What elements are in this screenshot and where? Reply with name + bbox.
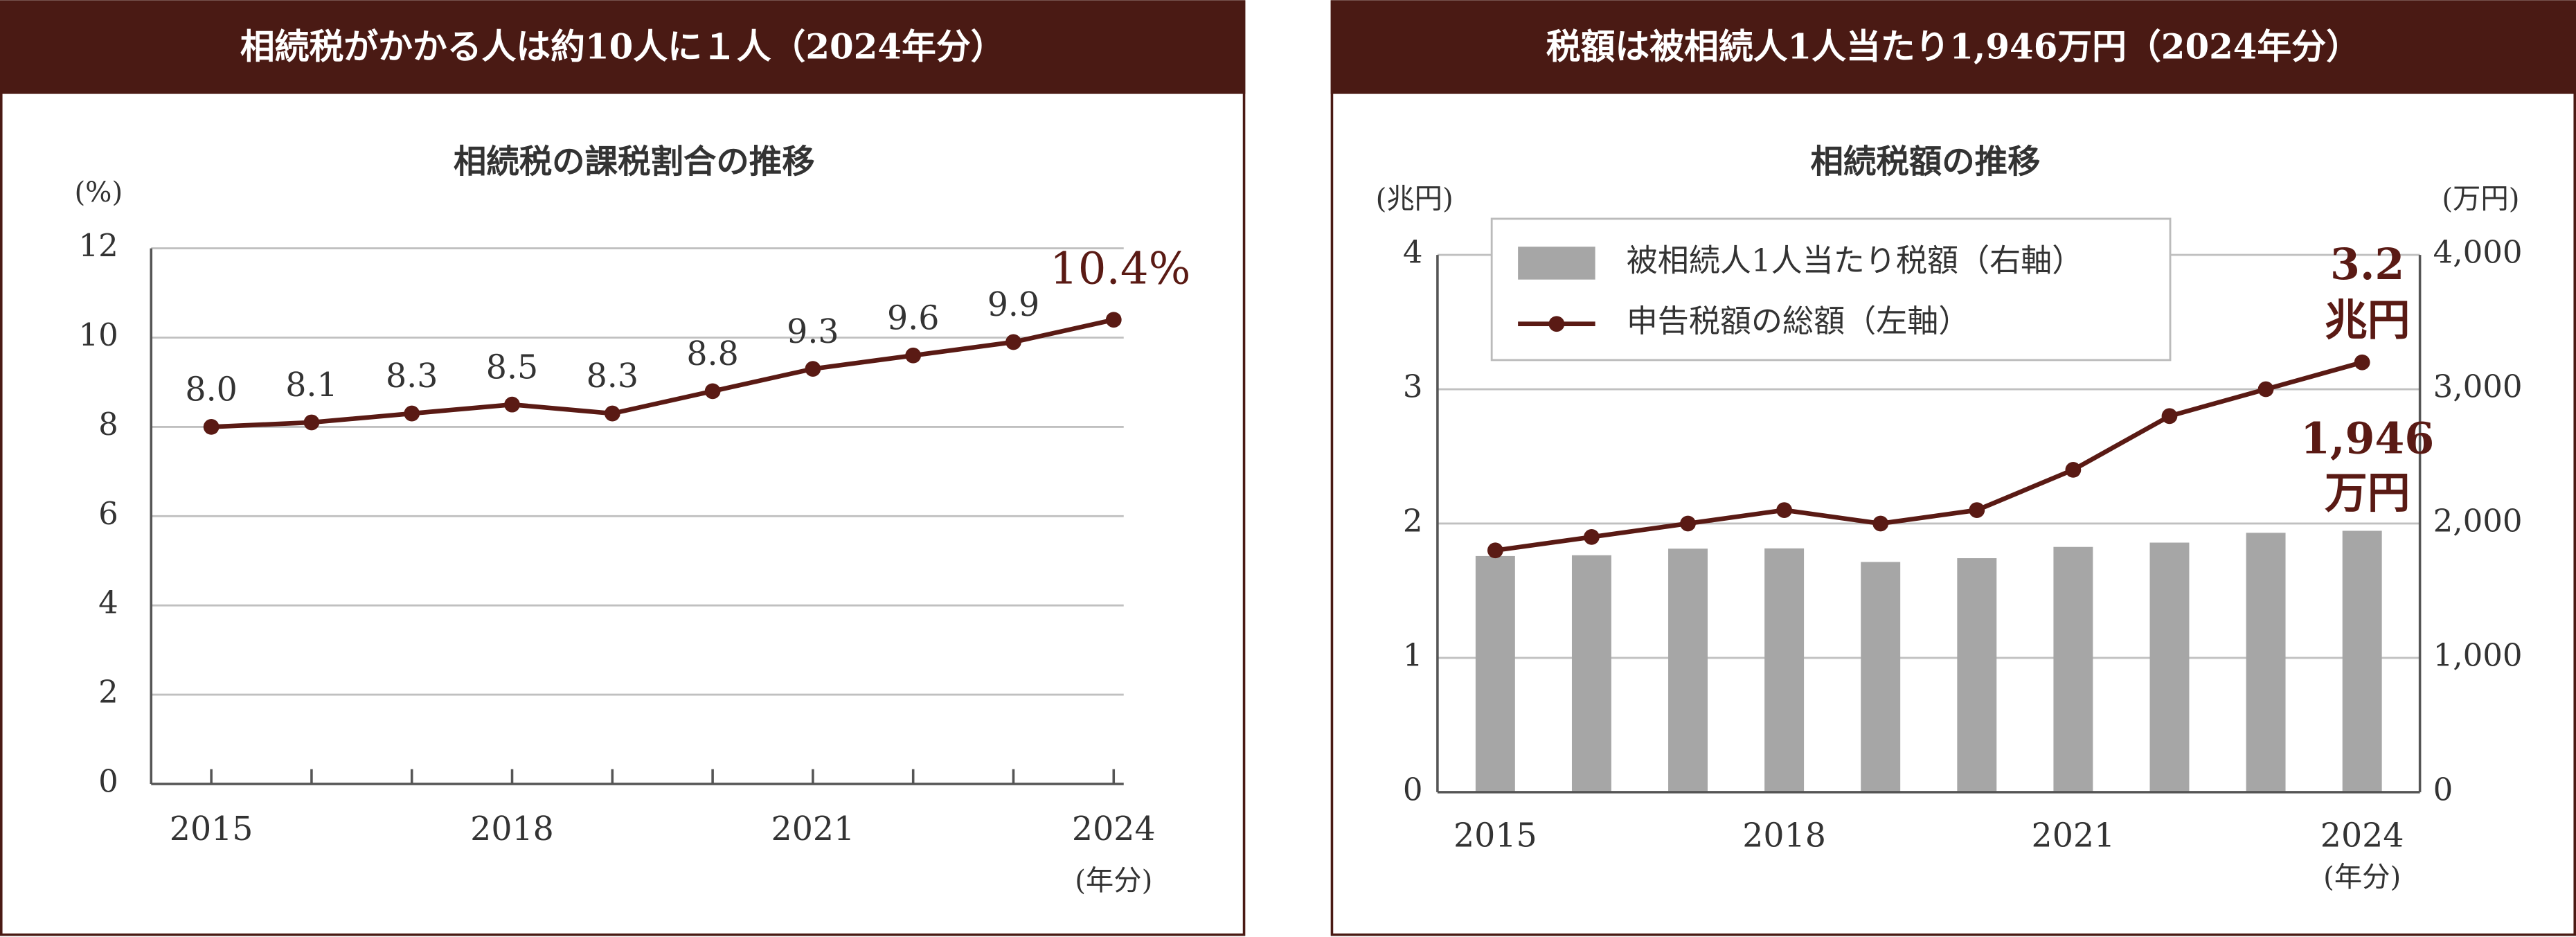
bar [1475,555,1515,792]
bar [2149,542,2190,792]
point [404,405,420,422]
y-tick-label: 10 [78,316,118,353]
value-label: 9.9 [987,286,1039,324]
y2-tick-label: 0 [2433,771,2453,807]
value-label: 8.8 [686,335,738,373]
legend-label: 申告税額の総額（左軸） [1627,303,1970,339]
y-tick-label: 4 [1403,234,1423,271]
point [805,361,821,377]
x-tick-label: 2024 [1072,810,1156,848]
header-band [1330,0,2576,94]
y2-tick-label: 3,000 [2433,368,2523,405]
point [1680,515,1696,532]
y-tick-label: 12 [78,227,118,264]
value-label: 8.5 [486,348,538,386]
y2-tick-label: 2,000 [2433,502,2523,539]
point [504,396,520,413]
y2-tick-label: 4,000 [2433,234,2523,271]
x-tick-label: 2024 [2320,816,2404,855]
y-axis-label: (%) [74,176,123,208]
point [1776,502,1793,518]
value-label: 8.0 [185,371,237,409]
bar [1764,548,1805,792]
point [2161,408,2178,425]
point [2065,462,2082,478]
point [1005,334,1021,350]
bar [1571,555,1611,792]
point [1487,542,1503,559]
x-tick-label: 2015 [1454,816,1537,855]
y-tick-label: 1 [1403,636,1423,673]
x-tick-label: 2015 [170,810,253,848]
value-label: 9.3 [787,313,839,351]
point [1105,312,1122,328]
annotation: 3.2 [2330,239,2404,289]
x-unit: (年分) [2323,861,2401,893]
y-tick-label: 3 [1403,368,1423,405]
point [1872,515,1889,532]
value-label: 9.6 [887,299,939,337]
point [1584,528,1600,545]
y-axis-label: (兆円) [1376,182,1454,215]
point [604,405,620,422]
y-tick-label: 2 [1403,502,1423,539]
bar [1957,558,1997,792]
bar [1861,562,1901,792]
panel [0,0,1246,936]
point [203,419,220,435]
chart-title: 相続税の課税割合の推移 [454,143,815,181]
x-tick-label: 2021 [2032,816,2116,855]
point [2354,354,2370,371]
bar [1668,548,1708,792]
bar [2053,546,2093,792]
point [704,383,721,400]
legend-box [1490,217,2172,362]
header: 相続税がかかる人は約10人に１人（2024年分） [240,26,1005,67]
y-tick-label: 4 [98,584,118,621]
x-tick-label: 2018 [1742,816,1826,855]
line [1494,360,2363,553]
x-tick-label: 2018 [470,810,554,848]
bar [2342,530,2382,792]
bar [2246,533,2286,792]
x-tick-label: 2021 [771,810,855,848]
y2-tick-label: 1,000 [2433,636,2523,673]
legend-swatch [1518,247,1595,280]
y-tick-label: 0 [98,763,118,800]
value-label: 8.1 [285,366,337,404]
header: 税額は被相続人1人当たり1,946万円（2024年分） [1546,26,2361,67]
line [211,317,1114,429]
y-tick-label: 6 [98,495,118,532]
chart-title: 相続税額の推移 [1810,143,2040,181]
annotation: 万円 [2325,467,2410,518]
point [2257,381,2274,398]
point [303,414,320,431]
point [1969,502,1985,518]
legend-label: 被相続人1人当たり税額（右軸） [1627,242,2084,278]
header-band [0,0,1246,94]
annotation: 1,946 [2300,413,2434,464]
x-unit: (年分) [1075,864,1152,897]
annotation: 兆円 [2325,295,2410,346]
value-label: 8.3 [386,357,438,395]
value-label: 10.4% [1050,243,1190,294]
point [905,347,922,364]
y2-axis-label: (万円) [2442,182,2519,215]
legend-marker [1548,316,1565,332]
y-tick-label: 2 [98,674,118,711]
y-tick-label: 8 [98,406,118,443]
value-label: 8.3 [587,357,638,395]
y-tick-label: 0 [1403,771,1423,807]
